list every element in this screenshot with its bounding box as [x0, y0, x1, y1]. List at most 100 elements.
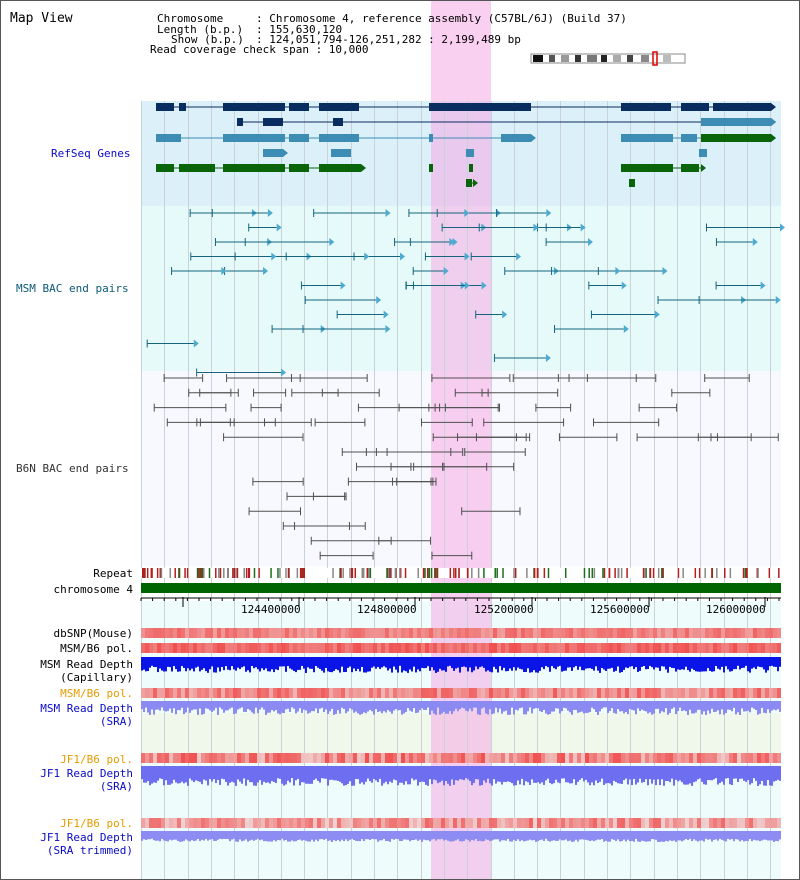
bac-end-arrow — [464, 252, 470, 261]
repeat-element — [142, 568, 144, 578]
heatmap-cell — [157, 643, 161, 653]
depth-bar — [283, 831, 285, 841]
heatmap-cell — [489, 628, 493, 638]
depth-bar — [435, 657, 437, 673]
depth-bar — [289, 831, 291, 842]
depth-bar — [193, 831, 195, 842]
heatmap-cell — [569, 643, 573, 653]
heatmap-cell — [629, 628, 633, 638]
heatmap-cell — [201, 688, 205, 698]
heatmap-cell — [725, 688, 729, 698]
heatmap-cell — [285, 628, 289, 638]
depth-bar — [287, 657, 289, 667]
heatmap-cell — [209, 628, 213, 638]
depth-bar — [771, 657, 773, 666]
depth-bar — [743, 831, 745, 842]
heatmap-cell — [381, 818, 385, 828]
depth-bar — [321, 701, 323, 708]
heatmap-cell — [605, 628, 609, 638]
depth-bar — [223, 701, 225, 713]
heatmap-cell — [581, 753, 585, 763]
depth-bar — [563, 831, 565, 841]
depth-bar — [469, 831, 471, 842]
depth-bar — [691, 766, 693, 786]
bac-end-arrow — [383, 310, 389, 319]
depth-bar — [217, 766, 219, 780]
repeat-element — [196, 568, 199, 578]
depth-bar — [409, 831, 411, 842]
depth-bar — [629, 657, 631, 667]
depth-bar — [605, 701, 607, 708]
depth-bar — [331, 766, 333, 780]
heatmap-cell — [145, 753, 149, 763]
heatmap-cell — [393, 643, 397, 653]
depth-bar — [439, 766, 441, 783]
depth-bar — [635, 701, 637, 715]
depth-bar — [737, 831, 739, 840]
repeat-element — [458, 568, 460, 578]
depth-bar — [487, 701, 489, 715]
depth-bar — [201, 657, 203, 670]
depth-bar — [557, 766, 559, 783]
heatmap-cell — [249, 688, 253, 698]
heatmap-cell — [381, 643, 385, 653]
depth-bar — [707, 766, 709, 781]
depth-bar — [605, 657, 607, 671]
heatmap-cell — [709, 643, 713, 653]
depth-bar — [159, 831, 161, 842]
depth-bar — [729, 657, 731, 672]
depth-bar — [647, 831, 649, 842]
selected-region-highlight[interactable] — [431, 1, 491, 879]
heatmap-cell — [385, 628, 389, 638]
heatmap-cell — [713, 688, 717, 698]
heatmap-cell — [449, 688, 453, 698]
gene-exon — [333, 118, 343, 126]
depth-bar — [681, 701, 683, 712]
depth-bar — [651, 657, 653, 668]
gene-direction-arrow — [531, 134, 536, 142]
repeat-element — [483, 568, 485, 578]
depth-bar — [275, 657, 277, 670]
heatmap-cell — [485, 688, 489, 698]
repeat-element — [453, 568, 455, 578]
depth-bar — [453, 831, 455, 842]
depth-bar — [241, 831, 243, 842]
heatmap-cell — [269, 643, 273, 653]
depth-bar — [207, 657, 209, 673]
depth-bar — [537, 657, 539, 673]
heatmap-cell — [497, 688, 501, 698]
depth-bar — [599, 831, 601, 840]
depth-bar — [539, 831, 541, 841]
repeat-element — [603, 568, 606, 578]
depth-bar — [597, 657, 599, 671]
heatmap-cell — [573, 628, 577, 638]
depth-bar — [575, 701, 577, 710]
heatmap-cell — [545, 688, 549, 698]
depth-bar — [541, 831, 543, 840]
depth-bar — [659, 657, 661, 671]
depth-bar — [697, 766, 699, 780]
depth-bar — [351, 701, 353, 710]
depth-bar — [421, 657, 423, 668]
depth-bar — [373, 831, 375, 840]
depth-bar — [611, 657, 613, 668]
depth-bar — [237, 657, 239, 668]
depth-bar — [551, 701, 553, 712]
depth-bar — [725, 657, 727, 667]
repeat-element — [399, 568, 402, 578]
heatmap-cell — [505, 628, 509, 638]
heatmap-cell — [601, 628, 605, 638]
depth-bar — [187, 766, 189, 786]
heatmap-cell — [421, 643, 425, 653]
heatmap-cell — [697, 643, 701, 653]
heatmap-cell — [297, 688, 301, 698]
depth-bar — [453, 657, 455, 671]
depth-bar — [323, 701, 325, 713]
depth-bar — [533, 831, 535, 841]
depth-bar — [239, 701, 241, 709]
depth-bar — [749, 701, 751, 713]
heatmap-cell — [745, 753, 749, 763]
depth-bar — [373, 657, 375, 667]
